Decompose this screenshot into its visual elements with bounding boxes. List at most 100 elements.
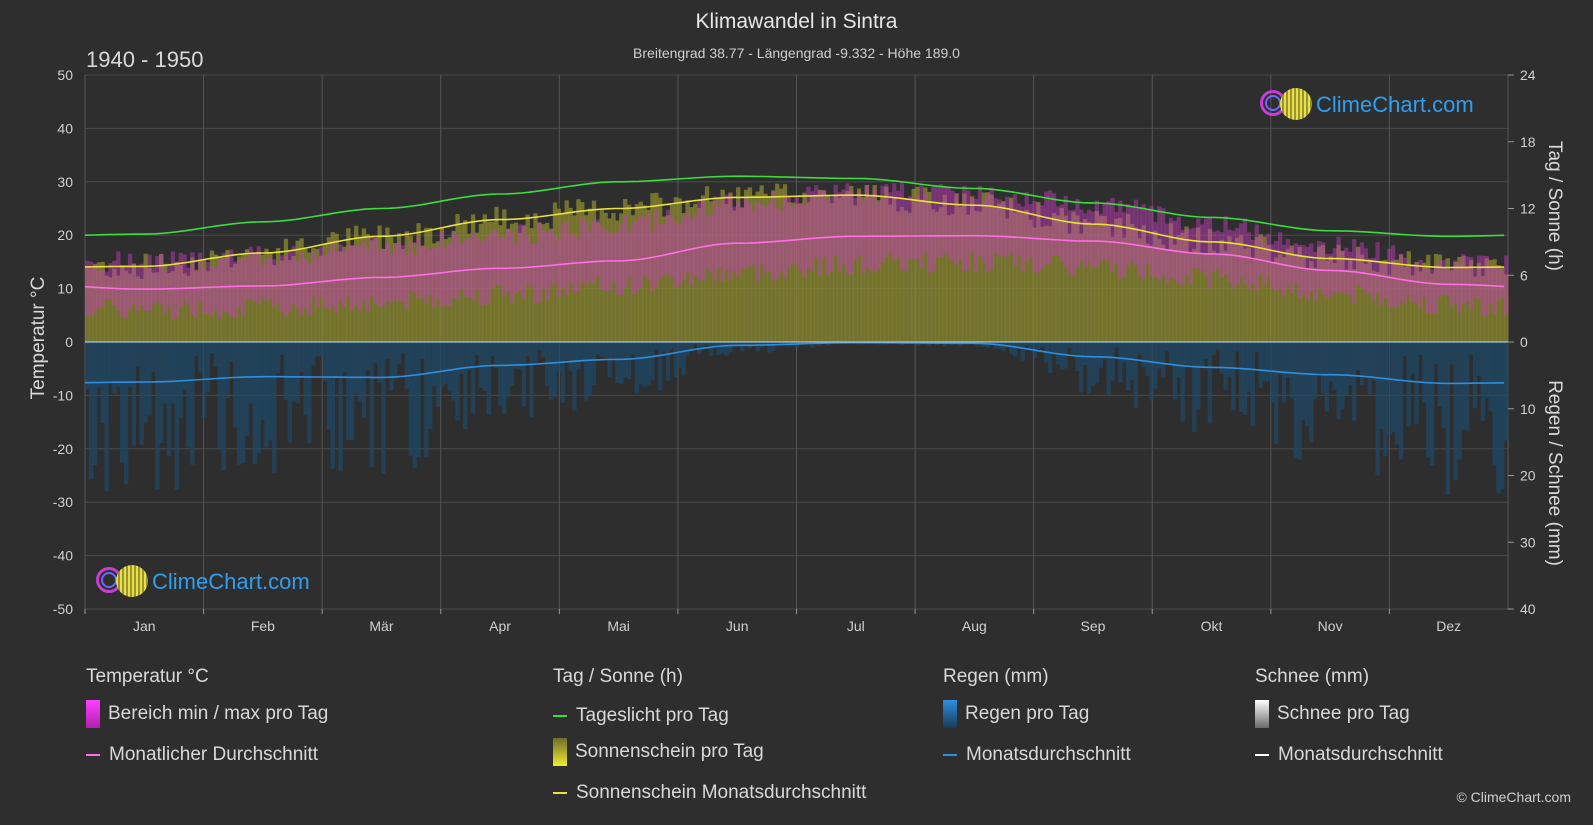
temp-range-day-bar [864, 185, 870, 268]
sunshine-day-bar [903, 210, 909, 342]
temp-range-day-bar [1005, 196, 1010, 257]
rain-day-bar [1196, 342, 1201, 410]
legend-sun-day: Sonnenschein pro Tag [553, 738, 764, 766]
rain-day-bar [490, 342, 495, 356]
rain-day-bar [619, 342, 624, 384]
sunshine-day-bar [1258, 234, 1263, 342]
temp-range-day-bar [147, 254, 152, 312]
sunshine-day-bar [1067, 233, 1072, 342]
sunshine-day-bar [759, 185, 764, 342]
temp-range-day-bar [837, 192, 842, 271]
rain-day-bar [1433, 342, 1439, 364]
rain-day-bar [1242, 342, 1248, 415]
temp-range-day-bar [1032, 201, 1037, 273]
sunshine-day-bar [190, 257, 195, 342]
sunshine-day-bar [225, 250, 230, 342]
sunshine-day-bar [981, 192, 986, 342]
sunshine-day-bar [841, 195, 846, 342]
temp-range-day-bar [455, 234, 460, 300]
temp-range-day-bar [552, 234, 558, 283]
right-bottom-tick-label: 20 [1520, 468, 1536, 484]
temp-range-day-bar [1414, 263, 1419, 304]
temp-range-day-bar [1098, 213, 1103, 262]
rain-day-bar [1164, 342, 1170, 352]
temp-range-day-bar [1504, 255, 1509, 315]
sunshine-day-bar [572, 215, 577, 342]
left-tick-label: -50 [53, 601, 73, 617]
temp-range-day-bar [817, 191, 823, 276]
temp-range-day-bar [1242, 218, 1248, 284]
sunshine-day-bar [244, 249, 250, 342]
sunshine-day-bar [1383, 259, 1388, 342]
rain-day-bar [225, 342, 230, 399]
sunshine-day-bar [318, 255, 324, 342]
rain-day-bar [506, 342, 511, 398]
sunshine-day-bar [416, 223, 421, 342]
temp-range-day-bar [599, 226, 604, 290]
rain-day-bar [580, 342, 585, 362]
sunshine-day-bar [962, 193, 967, 342]
sunshine-day-bar [252, 253, 257, 342]
sunshine-day-bar [599, 210, 604, 342]
temp-range-day-bar [283, 255, 289, 317]
sunshine-day-bar [646, 209, 651, 342]
temp-range-day-bar [942, 187, 947, 254]
sunshine-day-bar [537, 222, 542, 342]
temp-range-day-bar [276, 263, 281, 304]
rain-day-bar [1059, 342, 1064, 370]
sunshine-day-bar [447, 237, 452, 342]
rain-day-bar [1371, 342, 1376, 381]
temp-range-day-bar [478, 240, 484, 306]
rain-day-bar [1180, 342, 1185, 422]
temp-range-day-bar [892, 183, 897, 261]
temp-range-day-bar [244, 256, 250, 299]
rain-day-bar [755, 342, 760, 352]
temp-range-day-bar [775, 207, 780, 279]
temp-range-day-bar [747, 202, 753, 267]
rain-day-bar [1153, 342, 1158, 389]
temp-range-day-bar [198, 252, 203, 302]
sunshine-day-bar [237, 256, 242, 342]
sunshine-day-bar [1086, 221, 1092, 342]
rain-day-bar [642, 342, 647, 387]
rain-day-bar [810, 342, 815, 348]
sunshine-day-bar [1379, 260, 1384, 342]
sunshine-day-bar [478, 223, 484, 342]
temp-range-day-bar [392, 245, 398, 301]
temp-range-day-bar [178, 252, 183, 308]
sunshine-day-bar [560, 213, 565, 342]
rain-day-bar [615, 342, 620, 384]
temp-range-day-bar [159, 253, 164, 305]
sunshine-day-bar [1118, 217, 1123, 342]
sunshine-day-bar [369, 240, 374, 342]
temp-range-day-bar [1075, 199, 1080, 267]
sunshine-day-bar [272, 265, 277, 342]
rain-day-bar [1047, 342, 1053, 373]
rain-day-bar [279, 342, 285, 356]
sunshine-day-bar [482, 214, 487, 342]
sunshine-day-bar [1316, 246, 1322, 342]
logo-bottom: ClimeChart.com [94, 565, 310, 599]
temp-range-day-bar [568, 233, 573, 283]
temp-range-day-bar [1383, 262, 1388, 298]
temp-range-day-bar [1008, 201, 1014, 254]
temp-range-day-bar [814, 185, 819, 258]
temp-range-day-bar [186, 267, 191, 305]
rain-day-bar [357, 342, 363, 401]
month-tick-label: Mai [607, 618, 630, 634]
rain-day-bar [1305, 342, 1310, 427]
temp-range-day-bar [354, 244, 359, 307]
temp-range-day-bar [1250, 240, 1255, 284]
rain-day-bar [291, 342, 296, 401]
temp-range-day-bar [1141, 204, 1146, 280]
sunshine-day-bar [334, 233, 339, 342]
sunshine-day-bar [389, 237, 394, 342]
sunshine-day-bar [626, 204, 632, 342]
sunshine-day-bar [1238, 234, 1244, 342]
sunshine-day-bar [845, 191, 850, 342]
rain-day-bar [767, 342, 772, 353]
sunshine-day-bar [287, 259, 293, 342]
sunshine-day-bar [868, 196, 873, 342]
sunshine-day-bar [895, 211, 901, 342]
temp-range-day-bar [268, 257, 273, 300]
